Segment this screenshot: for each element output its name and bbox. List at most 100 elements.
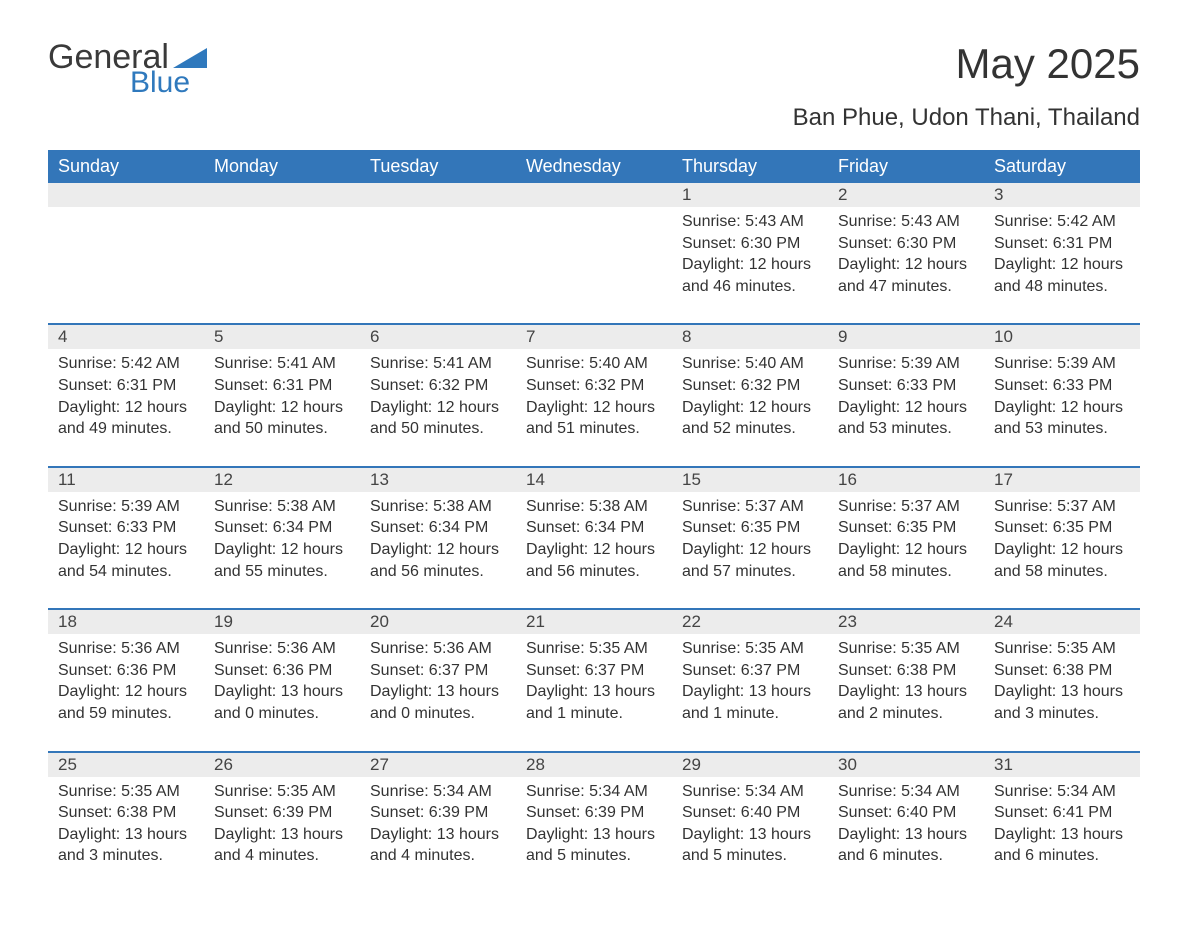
page-title: May 2025 <box>956 40 1140 88</box>
day-number: 21 <box>516 610 672 634</box>
day-number: 27 <box>360 753 516 777</box>
daylight-line: Daylight: 12 hours and 48 minutes. <box>994 254 1130 297</box>
day-details: Sunrise: 5:40 AMSunset: 6:32 PMDaylight:… <box>672 349 828 439</box>
daylight-line: Daylight: 12 hours and 53 minutes. <box>994 397 1130 440</box>
calendar-day-cell: 18Sunrise: 5:36 AMSunset: 6:36 PMDayligh… <box>48 609 204 751</box>
day-details: Sunrise: 5:35 AMSunset: 6:38 PMDaylight:… <box>828 634 984 724</box>
sunset-line: Sunset: 6:37 PM <box>682 660 818 682</box>
sunrise-line: Sunrise: 5:36 AM <box>214 638 350 660</box>
sunrise-line: Sunrise: 5:36 AM <box>58 638 194 660</box>
daylight-line: Daylight: 12 hours and 50 minutes. <box>214 397 350 440</box>
day-number <box>360 183 516 207</box>
daylight-line: Daylight: 13 hours and 3 minutes. <box>994 681 1130 724</box>
sunrise-line: Sunrise: 5:40 AM <box>526 353 662 375</box>
day-number: 1 <box>672 183 828 207</box>
daylight-line: Daylight: 13 hours and 1 minute. <box>682 681 818 724</box>
sunset-line: Sunset: 6:35 PM <box>682 517 818 539</box>
daylight-line: Daylight: 12 hours and 58 minutes. <box>838 539 974 582</box>
calendar-day-cell: 15Sunrise: 5:37 AMSunset: 6:35 PMDayligh… <box>672 467 828 609</box>
sunset-line: Sunset: 6:37 PM <box>370 660 506 682</box>
calendar-day-cell: 17Sunrise: 5:37 AMSunset: 6:35 PMDayligh… <box>984 467 1140 609</box>
weekday-header: Monday <box>204 150 360 183</box>
calendar-day-cell: 10Sunrise: 5:39 AMSunset: 6:33 PMDayligh… <box>984 324 1140 466</box>
sunset-line: Sunset: 6:39 PM <box>214 802 350 824</box>
day-details: Sunrise: 5:41 AMSunset: 6:31 PMDaylight:… <box>204 349 360 439</box>
sunrise-line: Sunrise: 5:37 AM <box>838 496 974 518</box>
calendar-day-cell: 14Sunrise: 5:38 AMSunset: 6:34 PMDayligh… <box>516 467 672 609</box>
sunrise-line: Sunrise: 5:35 AM <box>58 781 194 803</box>
day-number: 25 <box>48 753 204 777</box>
calendar-week-row: 18Sunrise: 5:36 AMSunset: 6:36 PMDayligh… <box>48 609 1140 751</box>
day-number: 6 <box>360 325 516 349</box>
calendar-day-cell: 2Sunrise: 5:43 AMSunset: 6:30 PMDaylight… <box>828 183 984 324</box>
calendar-day-cell: 3Sunrise: 5:42 AMSunset: 6:31 PMDaylight… <box>984 183 1140 324</box>
daylight-line: Daylight: 12 hours and 52 minutes. <box>682 397 818 440</box>
day-details: Sunrise: 5:41 AMSunset: 6:32 PMDaylight:… <box>360 349 516 439</box>
day-details: Sunrise: 5:37 AMSunset: 6:35 PMDaylight:… <box>828 492 984 582</box>
day-details: Sunrise: 5:43 AMSunset: 6:30 PMDaylight:… <box>672 207 828 297</box>
brand-logo: General Blue <box>48 40 207 98</box>
sunrise-line: Sunrise: 5:36 AM <box>370 638 506 660</box>
calendar-day-cell: 26Sunrise: 5:35 AMSunset: 6:39 PMDayligh… <box>204 752 360 893</box>
calendar-day-cell: 21Sunrise: 5:35 AMSunset: 6:37 PMDayligh… <box>516 609 672 751</box>
calendar-table: Sunday Monday Tuesday Wednesday Thursday… <box>48 150 1140 893</box>
day-details: Sunrise: 5:34 AMSunset: 6:39 PMDaylight:… <box>516 777 672 867</box>
daylight-line: Daylight: 12 hours and 51 minutes. <box>526 397 662 440</box>
weekday-header: Tuesday <box>360 150 516 183</box>
weekday-header: Thursday <box>672 150 828 183</box>
day-number: 7 <box>516 325 672 349</box>
sunset-line: Sunset: 6:41 PM <box>994 802 1130 824</box>
day-details: Sunrise: 5:34 AMSunset: 6:40 PMDaylight:… <box>828 777 984 867</box>
day-details: Sunrise: 5:38 AMSunset: 6:34 PMDaylight:… <box>360 492 516 582</box>
day-details: Sunrise: 5:34 AMSunset: 6:41 PMDaylight:… <box>984 777 1140 867</box>
daylight-line: Daylight: 13 hours and 2 minutes. <box>838 681 974 724</box>
daylight-line: Daylight: 12 hours and 50 minutes. <box>370 397 506 440</box>
calendar-day-cell: 6Sunrise: 5:41 AMSunset: 6:32 PMDaylight… <box>360 324 516 466</box>
daylight-line: Daylight: 12 hours and 55 minutes. <box>214 539 350 582</box>
brand-part2: Blue <box>130 68 207 98</box>
daylight-line: Daylight: 13 hours and 3 minutes. <box>58 824 194 867</box>
weekday-header: Wednesday <box>516 150 672 183</box>
day-number: 16 <box>828 468 984 492</box>
day-number: 26 <box>204 753 360 777</box>
sunset-line: Sunset: 6:39 PM <box>370 802 506 824</box>
sunrise-line: Sunrise: 5:39 AM <box>58 496 194 518</box>
sunrise-line: Sunrise: 5:38 AM <box>370 496 506 518</box>
sunrise-line: Sunrise: 5:34 AM <box>370 781 506 803</box>
daylight-line: Daylight: 13 hours and 4 minutes. <box>370 824 506 867</box>
sunrise-line: Sunrise: 5:35 AM <box>994 638 1130 660</box>
day-details: Sunrise: 5:36 AMSunset: 6:36 PMDaylight:… <box>48 634 204 724</box>
daylight-line: Daylight: 13 hours and 0 minutes. <box>370 681 506 724</box>
day-number: 9 <box>828 325 984 349</box>
day-number <box>48 183 204 207</box>
weekday-header: Friday <box>828 150 984 183</box>
calendar-day-cell: 11Sunrise: 5:39 AMSunset: 6:33 PMDayligh… <box>48 467 204 609</box>
sunset-line: Sunset: 6:35 PM <box>994 517 1130 539</box>
day-details: Sunrise: 5:39 AMSunset: 6:33 PMDaylight:… <box>984 349 1140 439</box>
day-number: 2 <box>828 183 984 207</box>
day-details: Sunrise: 5:38 AMSunset: 6:34 PMDaylight:… <box>204 492 360 582</box>
day-details: Sunrise: 5:38 AMSunset: 6:34 PMDaylight:… <box>516 492 672 582</box>
day-number: 18 <box>48 610 204 634</box>
day-details: Sunrise: 5:39 AMSunset: 6:33 PMDaylight:… <box>48 492 204 582</box>
sunset-line: Sunset: 6:31 PM <box>994 233 1130 255</box>
sunset-line: Sunset: 6:40 PM <box>682 802 818 824</box>
day-number: 15 <box>672 468 828 492</box>
daylight-line: Daylight: 13 hours and 6 minutes. <box>838 824 974 867</box>
calendar-day-cell: 30Sunrise: 5:34 AMSunset: 6:40 PMDayligh… <box>828 752 984 893</box>
day-number: 5 <box>204 325 360 349</box>
sunset-line: Sunset: 6:40 PM <box>838 802 974 824</box>
sunset-line: Sunset: 6:38 PM <box>838 660 974 682</box>
sunrise-line: Sunrise: 5:43 AM <box>682 211 818 233</box>
sunrise-line: Sunrise: 5:35 AM <box>526 638 662 660</box>
calendar-day-cell: 24Sunrise: 5:35 AMSunset: 6:38 PMDayligh… <box>984 609 1140 751</box>
calendar-day-cell <box>48 183 204 324</box>
sunrise-line: Sunrise: 5:34 AM <box>838 781 974 803</box>
day-number <box>204 183 360 207</box>
daylight-line: Daylight: 13 hours and 5 minutes. <box>682 824 818 867</box>
sunset-line: Sunset: 6:33 PM <box>58 517 194 539</box>
day-number: 13 <box>360 468 516 492</box>
calendar-week-row: 1Sunrise: 5:43 AMSunset: 6:30 PMDaylight… <box>48 183 1140 324</box>
sunset-line: Sunset: 6:32 PM <box>370 375 506 397</box>
day-number: 14 <box>516 468 672 492</box>
